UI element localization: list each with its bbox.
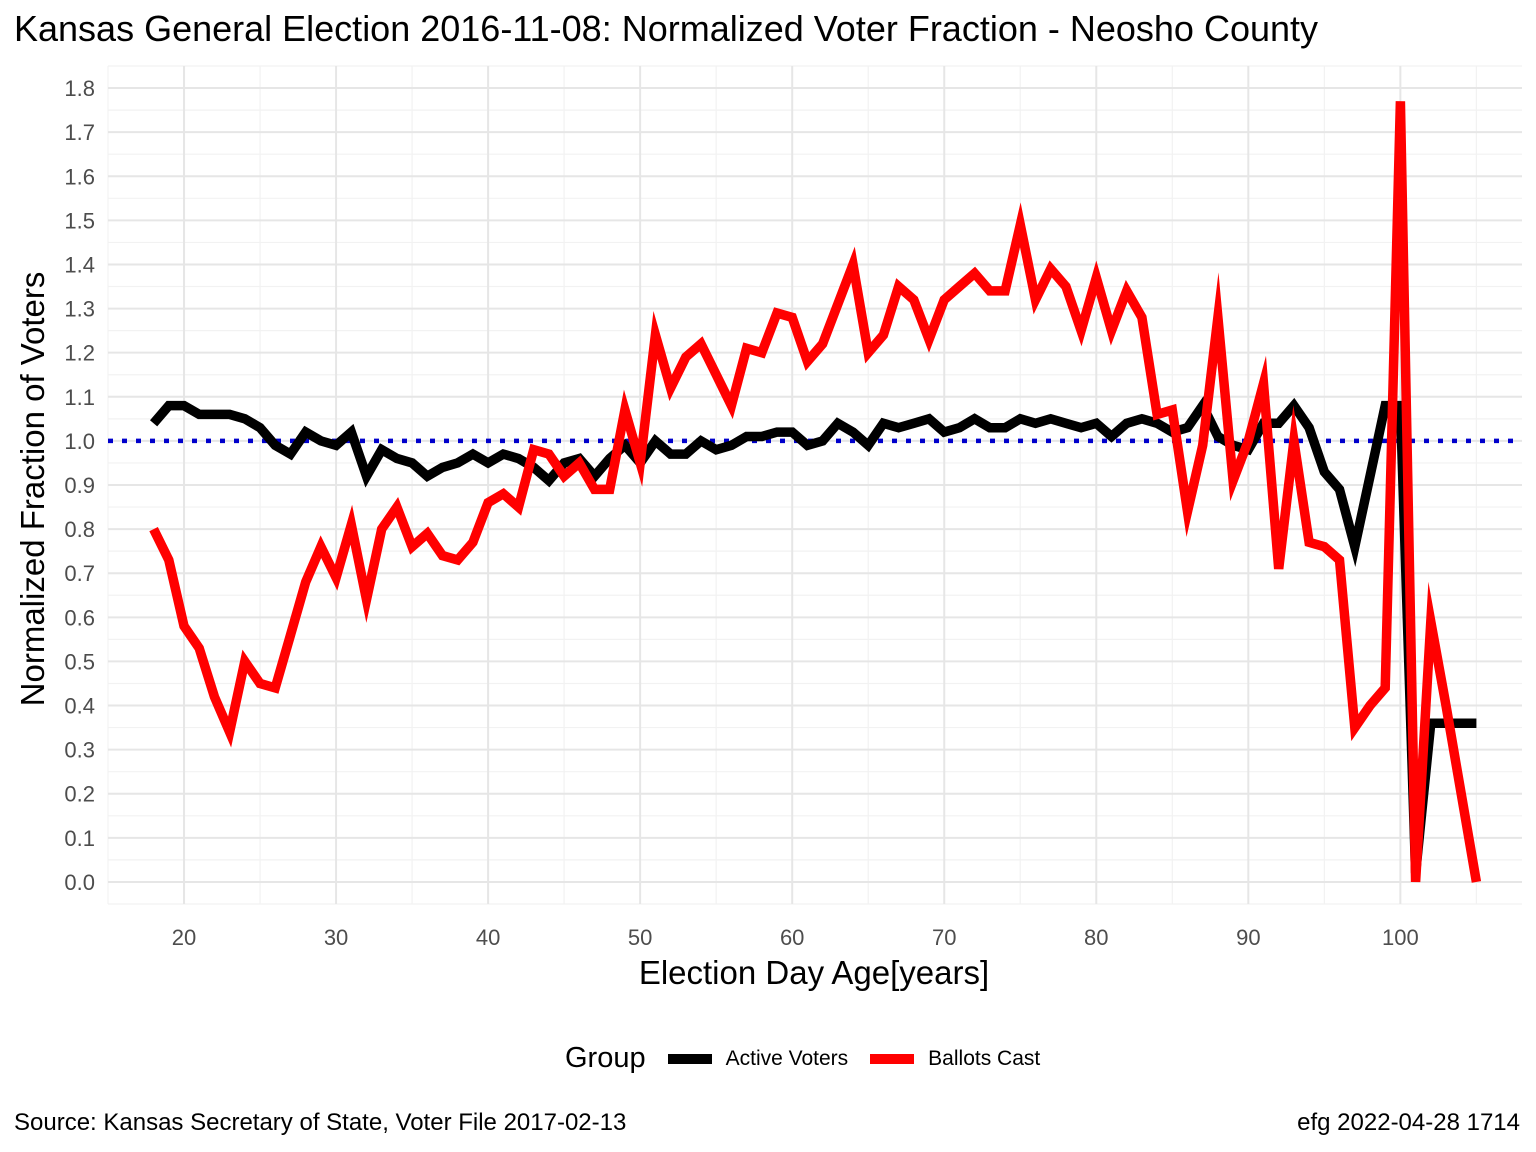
legend-key-ballots-cast (870, 1053, 915, 1064)
y-tick-label: 0.3 (64, 738, 95, 763)
y-tick-label: 1.0 (64, 429, 95, 454)
legend-label-ballots-cast: Ballots Cast (928, 1046, 1041, 1070)
y-tick-label: 0.8 (64, 517, 95, 542)
x-tick-label: 90 (1236, 925, 1260, 950)
y-tick-label: 1.8 (64, 76, 95, 101)
y-tick-label: 0.0 (64, 870, 95, 895)
y-tick-label: 0.4 (64, 694, 95, 719)
legend-title: Group (565, 1042, 646, 1074)
y-tick-label: 0.7 (64, 561, 95, 586)
legend: Group Active Voters Ballots Cast (565, 1042, 1062, 1075)
x-tick-labels: 20 30 40 50 60 70 80 90 100 (172, 925, 1419, 950)
x-tick-label: 70 (932, 925, 956, 950)
source-caption: Source: Kansas Secretary of State, Voter… (14, 1109, 627, 1136)
y-tick-label: 1.1 (64, 385, 95, 410)
y-tick-label: 1.5 (64, 208, 95, 233)
y-tick-label: 0.6 (64, 605, 95, 630)
series-group (149, 101, 1482, 883)
y-tick-label: 1.6 (64, 164, 95, 189)
x-axis-label: Election Day Age[years] (638, 954, 990, 991)
y-tick-label: 1.2 (64, 341, 95, 366)
x-tick-label: 100 (1382, 925, 1419, 950)
y-tick-label: 0.1 (64, 826, 95, 851)
legend-key-active-voters (667, 1053, 712, 1064)
y-tick-label: 0.5 (64, 649, 95, 674)
x-tick-label: 60 (780, 925, 804, 950)
y-tick-label: 1.7 (64, 120, 95, 145)
y-tick-labels: 0.0 0.1 0.2 0.3 0.4 0.5 0.6 0.7 0.8 0.9 1.0 1.1 1.2 1… (64, 76, 95, 895)
major-gridlines (108, 66, 1522, 904)
x-tick-label: 20 (172, 925, 196, 950)
y-tick-label: 0.2 (64, 782, 95, 807)
x-tick-label: 30 (324, 925, 348, 950)
y-tick-label: 0.9 (64, 473, 95, 498)
y-tick-label: 1.3 (64, 297, 95, 322)
x-tick-label: 80 (1084, 925, 1108, 950)
series-line-active-voters (149, 396, 1477, 874)
author-caption: efg 2022-04-28 1714 (1297, 1109, 1520, 1136)
x-tick-label: 40 (476, 925, 500, 950)
x-tick-label: 50 (628, 925, 652, 950)
y-tick-label: 1.4 (64, 252, 95, 277)
legend-label-active-voters: Active Voters (725, 1046, 849, 1070)
chart-title: Kansas General Election 2016-11-08: Norm… (14, 8, 1319, 49)
series-line-ballots-cast (149, 101, 1482, 883)
